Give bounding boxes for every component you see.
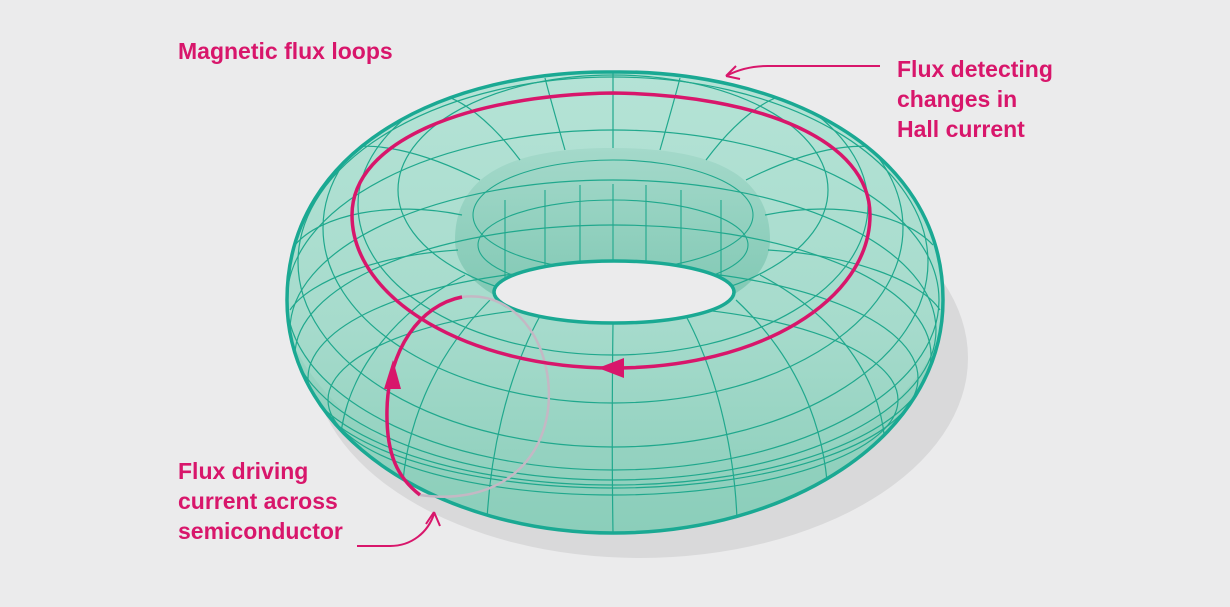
label-flux-driving: Flux driving current across semiconducto… xyxy=(178,456,343,546)
label-flux-detecting: Flux detecting changes in Hall current xyxy=(897,54,1053,144)
label-line: current across xyxy=(178,488,338,514)
flux-loop-driving-arrow xyxy=(384,360,401,389)
diagram-title: Magnetic flux loops xyxy=(178,38,393,64)
label-line: semiconductor xyxy=(178,518,343,544)
label-line: Flux detecting xyxy=(897,56,1053,82)
driving-leader-arrow xyxy=(425,511,441,527)
label-line: Hall current xyxy=(897,116,1025,142)
flux-loop-detecting-arrow xyxy=(598,358,624,378)
flux-loop-driving xyxy=(385,295,463,497)
driving-leader-line xyxy=(357,513,435,547)
torus-hole xyxy=(492,259,736,325)
detecting-leader-line xyxy=(727,65,880,76)
flux-loop-driving-hidden xyxy=(419,295,551,498)
label-line: Flux driving xyxy=(178,458,309,484)
flux-loop-detecting xyxy=(350,91,872,370)
detecting-leader-arrow xyxy=(725,65,741,80)
label-line: changes in xyxy=(897,86,1018,112)
torus-outline xyxy=(285,70,945,535)
